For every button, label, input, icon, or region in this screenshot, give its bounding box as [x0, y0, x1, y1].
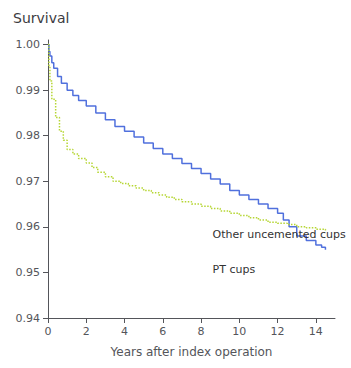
svg-text:8: 8 — [198, 325, 205, 338]
svg-text:6: 6 — [159, 325, 166, 338]
svg-text:4: 4 — [121, 325, 128, 338]
svg-text:Other uncemented cups: Other uncemented cups — [213, 228, 347, 241]
svg-text:Years after index operation: Years after index operation — [110, 345, 273, 359]
svg-text:0.94: 0.94 — [16, 312, 41, 325]
svg-text:PT cups: PT cups — [213, 263, 256, 276]
svg-text:Survival: Survival — [13, 10, 69, 26]
svg-text:2: 2 — [83, 325, 90, 338]
svg-text:0.97: 0.97 — [16, 175, 41, 188]
svg-text:0.99: 0.99 — [16, 84, 41, 97]
svg-text:0.98: 0.98 — [16, 129, 41, 142]
svg-text:1.00: 1.00 — [16, 38, 41, 51]
svg-text:10: 10 — [232, 325, 246, 338]
svg-text:0.96: 0.96 — [16, 220, 41, 233]
svg-text:0: 0 — [45, 325, 52, 338]
svg-text:14: 14 — [309, 325, 323, 338]
svg-text:0.95: 0.95 — [16, 266, 41, 279]
svg-text:12: 12 — [271, 325, 285, 338]
